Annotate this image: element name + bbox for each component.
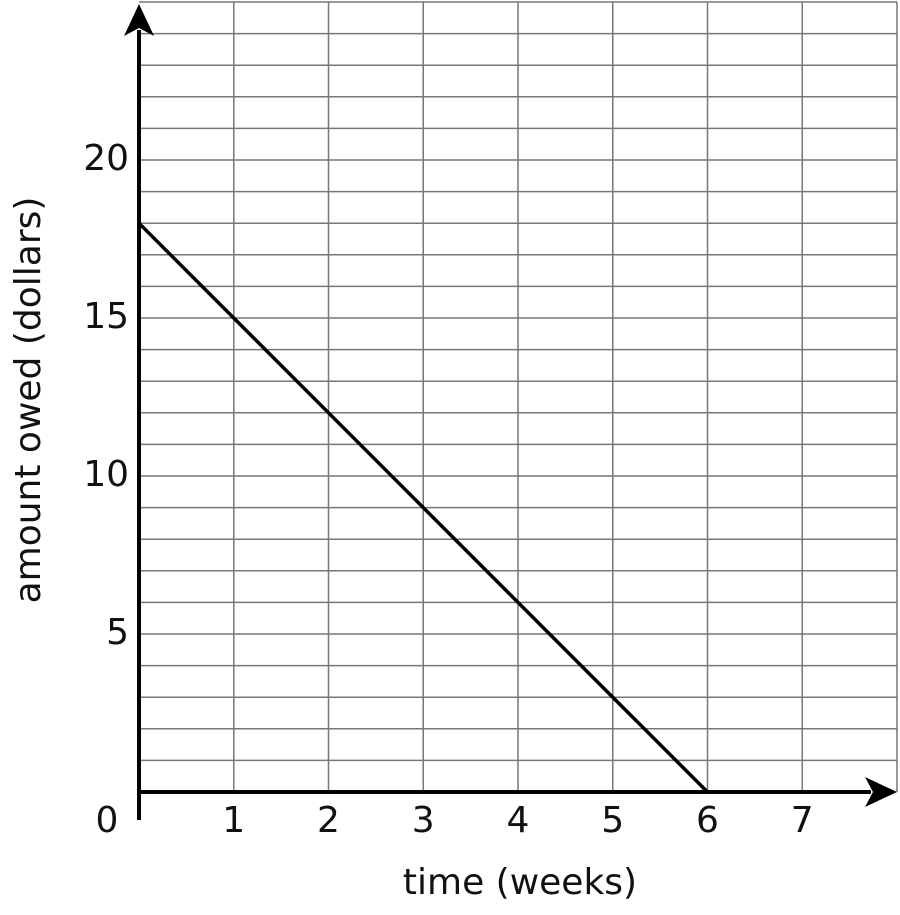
x-axis-arrow <box>865 777 897 807</box>
y-tick-label: 15 <box>83 296 129 337</box>
y-tick-label: 20 <box>83 138 129 179</box>
x-tick-label: 2 <box>317 800 340 841</box>
y-tick-label: 5 <box>106 612 129 653</box>
x-tick-label: 5 <box>601 800 624 841</box>
x-tick-label: 0 <box>96 800 119 841</box>
y-axis-label: amount owed (dollars) <box>8 197 49 604</box>
y-tick-label: 10 <box>83 454 129 495</box>
x-tick-label: 7 <box>791 800 814 841</box>
x-tick-label: 4 <box>507 800 530 841</box>
y-axis-arrow <box>124 4 154 36</box>
x-axis-label: time (weeks) <box>403 862 637 903</box>
x-tick-label: 1 <box>222 800 245 841</box>
x-tick-label: 6 <box>696 800 719 841</box>
x-tick-label: 3 <box>412 800 435 841</box>
data-line <box>137 221 709 794</box>
